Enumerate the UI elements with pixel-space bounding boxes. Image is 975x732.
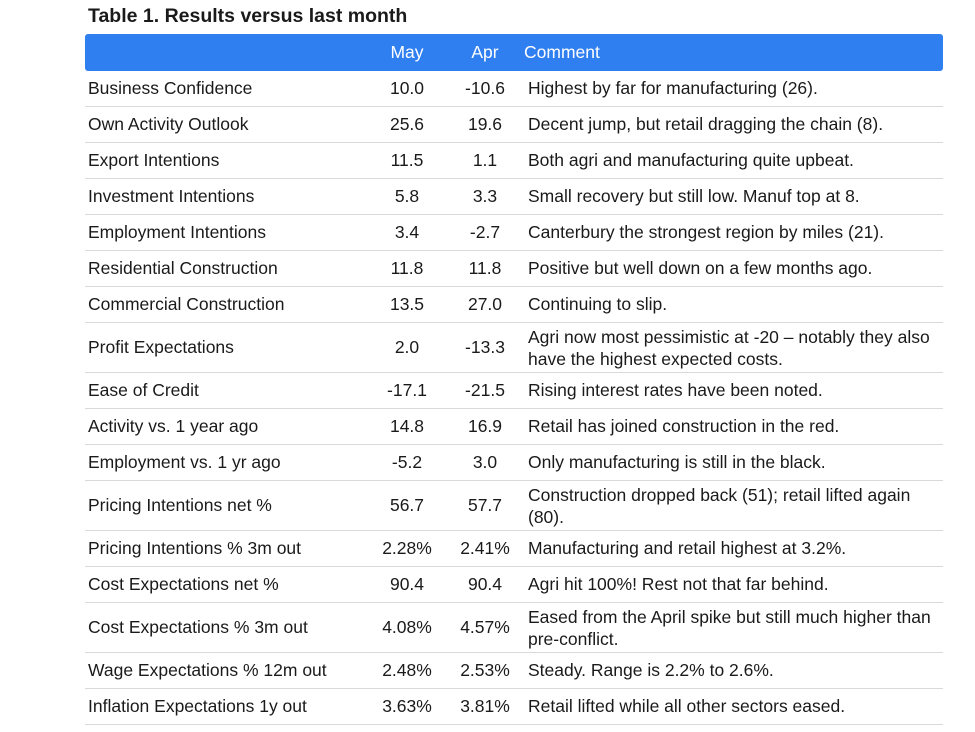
- row-may-value: 4.08%: [368, 602, 446, 653]
- row-apr-value: 3.3: [446, 178, 524, 215]
- row-may-value: 90.4: [368, 566, 446, 603]
- row-comment: Steady. Range is 2.2% to 2.6%.: [524, 652, 943, 689]
- row-label: Inflation Expectations 1y out: [85, 688, 368, 725]
- table-header: May Apr Comment: [85, 34, 943, 71]
- row-apr-value: -10.6: [446, 71, 524, 107]
- table-title: Table 1. Results versus last month: [88, 5, 408, 27]
- row-comment: Rising interest rates have been noted.: [524, 372, 943, 409]
- row-comment: Positive but well down on a few months a…: [524, 250, 943, 287]
- row-comment: Decent jump, but retail dragging the cha…: [524, 106, 943, 143]
- row-label: Cost Expectations net %: [85, 566, 368, 603]
- row-comment: Small recovery but still low. Manuf top …: [524, 178, 943, 215]
- row-comment: Retail has joined construction in the re…: [524, 408, 943, 445]
- row-apr-value: -21.5: [446, 372, 524, 409]
- row-comment: Only manufacturing is still in the black…: [524, 444, 943, 481]
- row-may-value: 5.8: [368, 178, 446, 215]
- table-row: Residential Construction 11.8 11.8 Posit…: [85, 250, 943, 287]
- row-may-value: -17.1: [368, 372, 446, 409]
- row-apr-value: 2.53%: [446, 652, 524, 689]
- results-table: May Apr Comment Business Confidence 10.0…: [85, 34, 943, 725]
- table-row: Employment vs. 1 yr ago -5.2 3.0 Only ma…: [85, 444, 943, 481]
- table-row: Business Confidence 10.0 -10.6 Highest b…: [85, 71, 943, 107]
- table-row: Ease of Credit -17.1 -21.5 Rising intere…: [85, 372, 943, 409]
- row-label: Employment vs. 1 yr ago: [85, 444, 368, 481]
- row-apr-value: 90.4: [446, 566, 524, 603]
- header-comment: Comment: [524, 34, 943, 71]
- row-label: Own Activity Outlook: [85, 106, 368, 143]
- table-row: Wage Expectations % 12m out 2.48% 2.53% …: [85, 652, 943, 689]
- row-label: Business Confidence: [85, 71, 368, 107]
- table-row: Export Intentions 11.5 1.1 Both agri and…: [85, 142, 943, 179]
- row-may-value: 14.8: [368, 408, 446, 445]
- table-row: Cost Expectations % 3m out 4.08% 4.57% E…: [85, 602, 943, 653]
- table-row: Commercial Construction 13.5 27.0 Contin…: [85, 286, 943, 323]
- table-row: Investment Intentions 5.8 3.3 Small reco…: [85, 178, 943, 215]
- table-row: Pricing Intentions net % 56.7 57.7 Const…: [85, 480, 943, 531]
- header-row: May Apr Comment: [85, 34, 943, 71]
- table-body: Business Confidence 10.0 -10.6 Highest b…: [85, 71, 943, 725]
- row-label: Export Intentions: [85, 142, 368, 179]
- row-apr-value: 57.7: [446, 480, 524, 531]
- row-may-value: -5.2: [368, 444, 446, 481]
- row-may-value: 3.4: [368, 214, 446, 251]
- table-row: Pricing Intentions % 3m out 2.28% 2.41% …: [85, 530, 943, 567]
- row-label: Pricing Intentions % 3m out: [85, 530, 368, 567]
- header-apr: Apr: [446, 34, 524, 71]
- table-row: Own Activity Outlook 25.6 19.6 Decent ju…: [85, 106, 943, 143]
- header-may: May: [368, 34, 446, 71]
- row-apr-value: 16.9: [446, 408, 524, 445]
- row-may-value: 56.7: [368, 480, 446, 531]
- row-comment: Eased from the April spike but still muc…: [524, 602, 943, 653]
- row-may-value: 2.28%: [368, 530, 446, 567]
- row-apr-value: 3.0: [446, 444, 524, 481]
- table-row: Profit Expectations 2.0 -13.3 Agri now m…: [85, 322, 943, 373]
- row-may-value: 11.8: [368, 250, 446, 287]
- row-label: Profit Expectations: [85, 322, 368, 373]
- row-label: Pricing Intentions net %: [85, 480, 368, 531]
- row-label: Commercial Construction: [85, 286, 368, 323]
- row-label: Employment Intentions: [85, 214, 368, 251]
- row-may-value: 10.0: [368, 71, 446, 107]
- row-apr-value: -13.3: [446, 322, 524, 373]
- row-label: Residential Construction: [85, 250, 368, 287]
- row-comment: Continuing to slip.: [524, 286, 943, 323]
- row-apr-value: 19.6: [446, 106, 524, 143]
- row-comment: Construction dropped back (51); retail l…: [524, 480, 943, 531]
- row-comment: Agri now most pessimistic at -20 – notab…: [524, 322, 943, 373]
- row-apr-value: 4.57%: [446, 602, 524, 653]
- row-apr-value: 1.1: [446, 142, 524, 179]
- table-row: Activity vs. 1 year ago 14.8 16.9 Retail…: [85, 408, 943, 445]
- row-label: Ease of Credit: [85, 372, 368, 409]
- row-comment: Manufacturing and retail highest at 3.2%…: [524, 530, 943, 567]
- row-label: Cost Expectations % 3m out: [85, 602, 368, 653]
- row-apr-value: -2.7: [446, 214, 524, 251]
- row-comment: Retail lifted while all other sectors ea…: [524, 688, 943, 725]
- table-row: Employment Intentions 3.4 -2.7 Canterbur…: [85, 214, 943, 251]
- table-row: Inflation Expectations 1y out 3.63% 3.81…: [85, 688, 943, 725]
- row-comment: Canterbury the strongest region by miles…: [524, 214, 943, 251]
- row-may-value: 2.48%: [368, 652, 446, 689]
- row-may-value: 11.5: [368, 142, 446, 179]
- row-comment: Agri hit 100%! Rest not that far behind.: [524, 566, 943, 603]
- row-apr-value: 2.41%: [446, 530, 524, 567]
- row-comment: Both agri and manufacturing quite upbeat…: [524, 142, 943, 179]
- row-may-value: 13.5: [368, 286, 446, 323]
- row-comment: Highest by far for manufacturing (26).: [524, 71, 943, 107]
- table-row: Cost Expectations net % 90.4 90.4 Agri h…: [85, 566, 943, 603]
- row-apr-value: 27.0: [446, 286, 524, 323]
- row-may-value: 2.0: [368, 322, 446, 373]
- row-may-value: 3.63%: [368, 688, 446, 725]
- header-label: [85, 34, 368, 71]
- row-may-value: 25.6: [368, 106, 446, 143]
- row-label: Investment Intentions: [85, 178, 368, 215]
- row-apr-value: 3.81%: [446, 688, 524, 725]
- row-label: Wage Expectations % 12m out: [85, 652, 368, 689]
- row-label: Activity vs. 1 year ago: [85, 408, 368, 445]
- row-apr-value: 11.8: [446, 250, 524, 287]
